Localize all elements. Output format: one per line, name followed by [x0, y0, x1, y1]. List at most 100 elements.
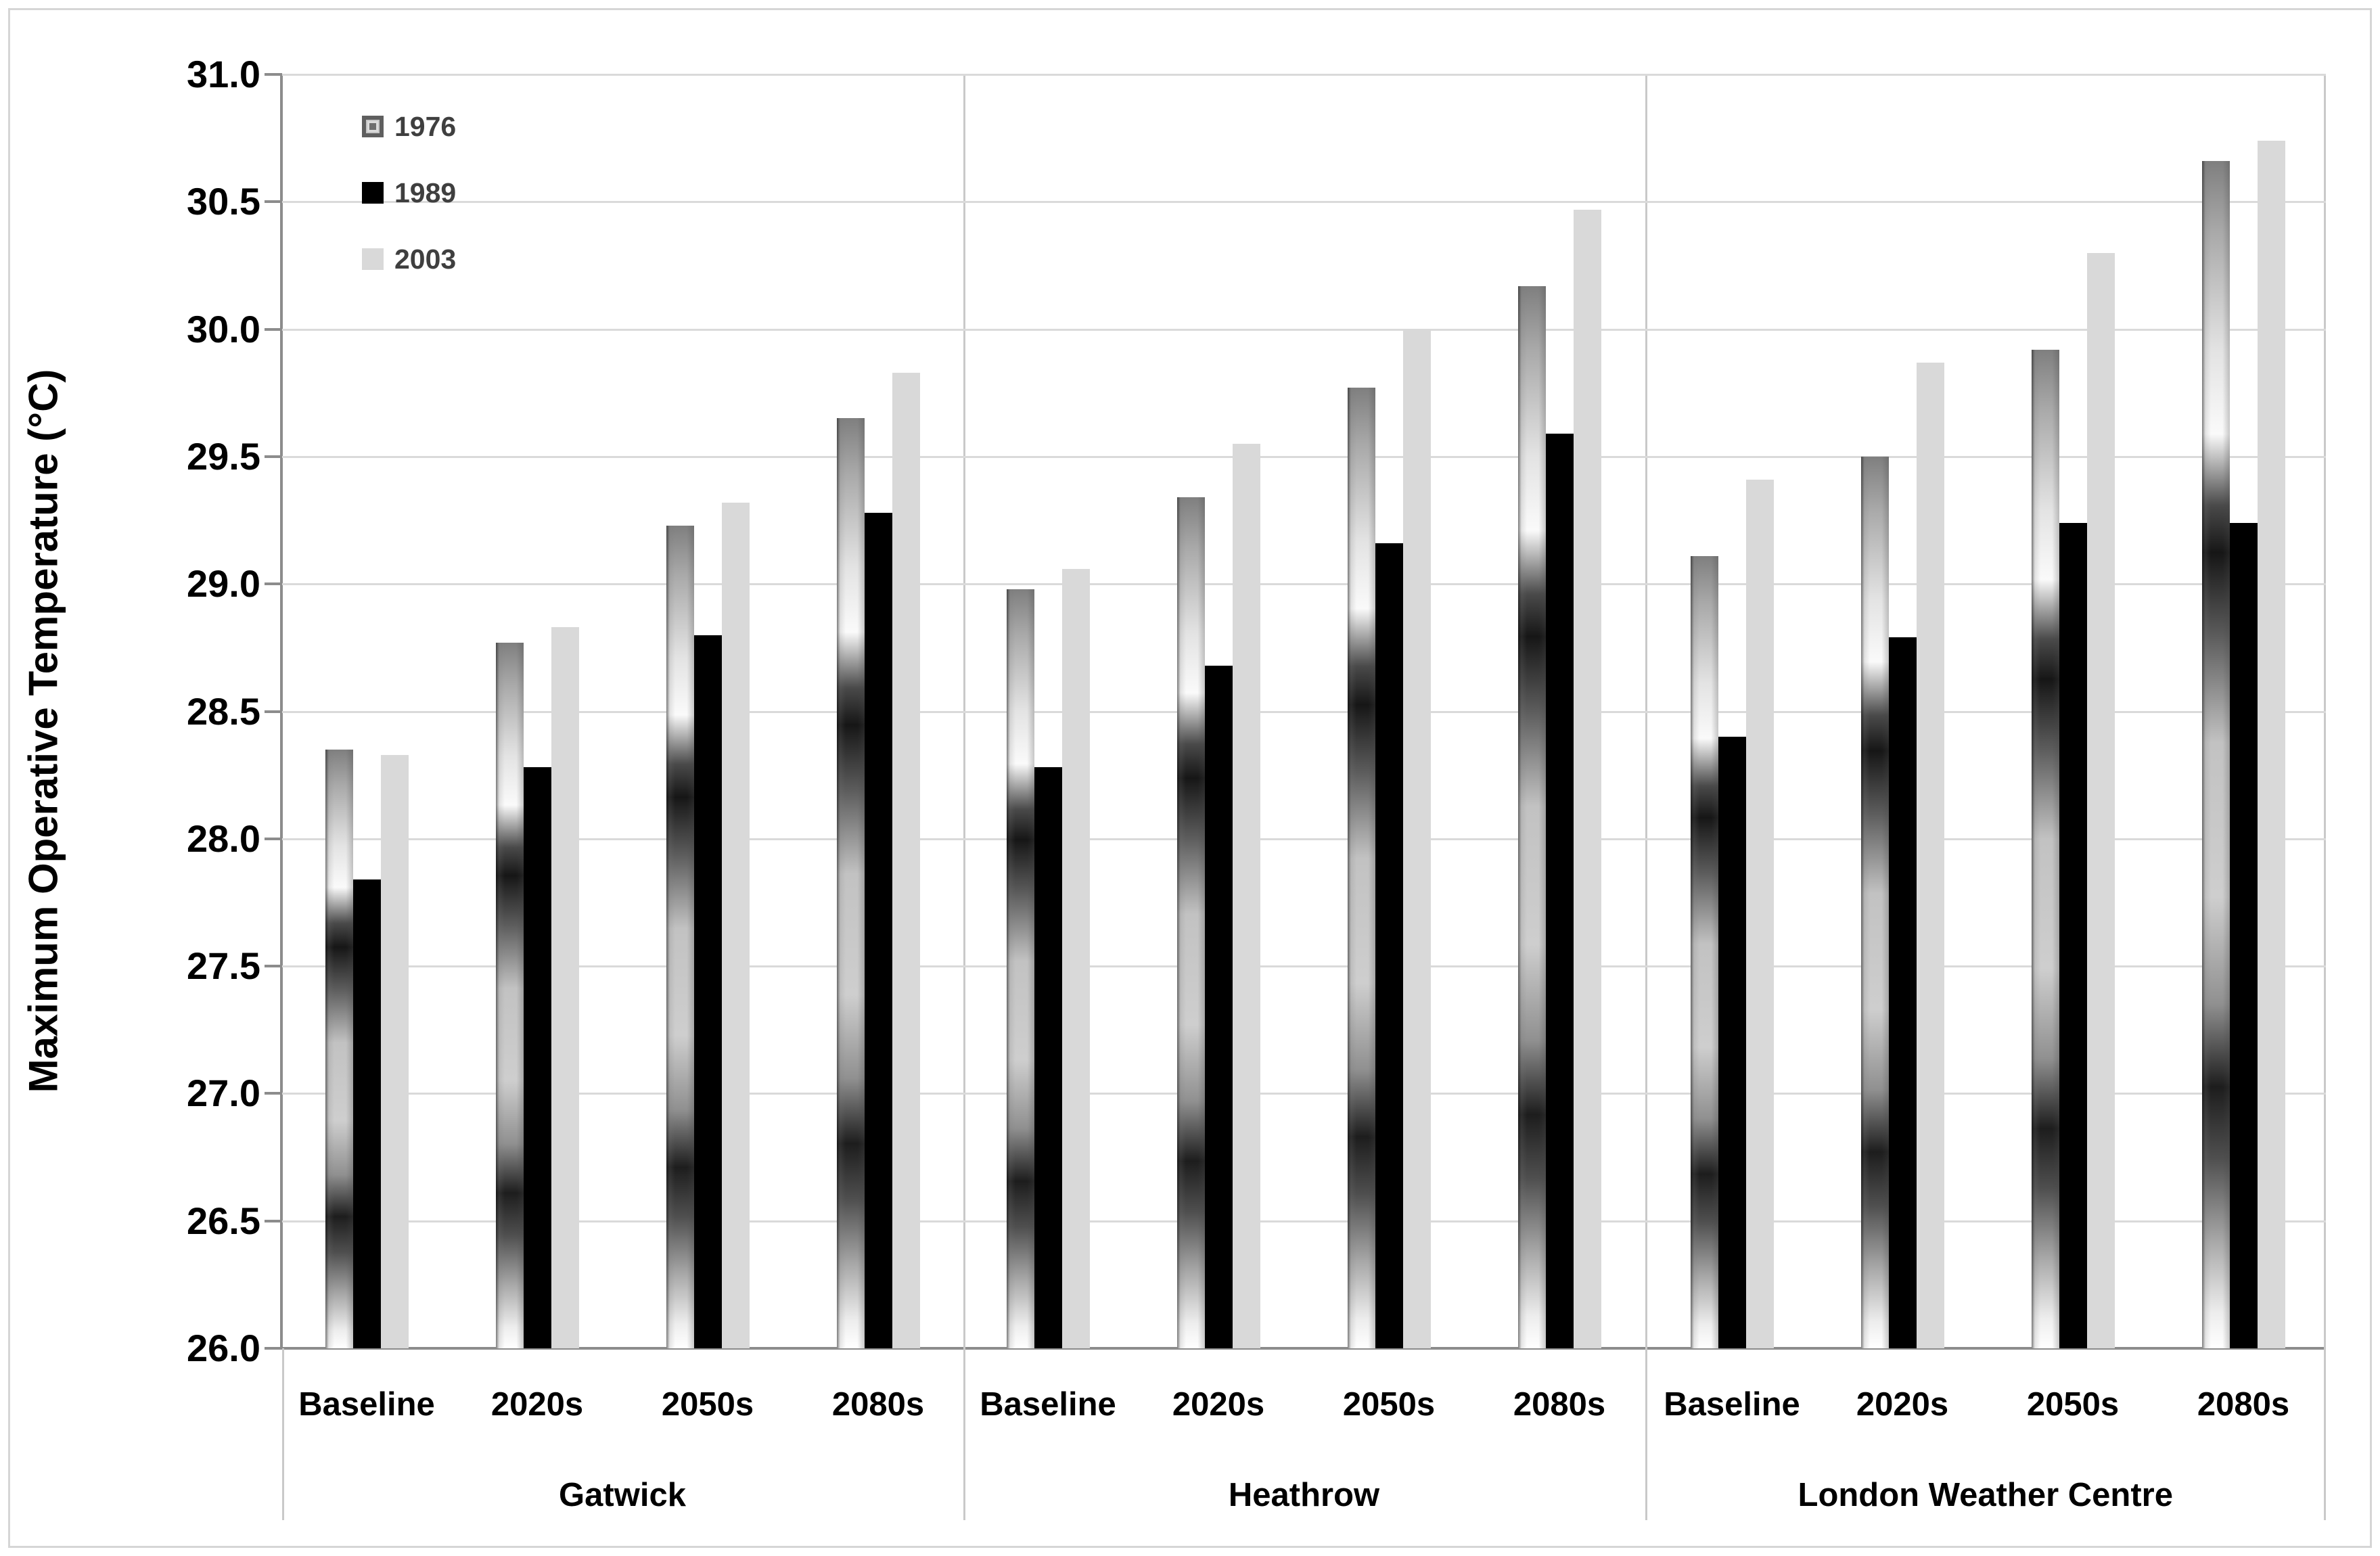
bar-heathrow-2020s-1976: [1176, 497, 1205, 1348]
y-axis-tick: [265, 200, 282, 204]
plot-area: 1976 1989 2003: [282, 74, 2326, 1348]
x-axis-category-label: 2050s: [661, 1386, 754, 1423]
legend-swatch-2003-icon: [362, 248, 384, 270]
y-axis-tick: [265, 710, 282, 713]
y-axis-tick-label: 27.5: [187, 944, 260, 988]
x-axis-group-label: Heathrow: [1228, 1477, 1380, 1513]
bar-london-weather-centre-2020s-1976: [1860, 456, 1889, 1348]
label-area-divider: [2324, 1348, 2326, 1520]
bar-gatwick-2080s-2003: [892, 372, 920, 1348]
y-axis-tick: [265, 582, 282, 586]
legend: 1976 1989 2003: [362, 93, 456, 292]
x-axis-category-label: 2080s: [1513, 1386, 1606, 1423]
bar-heathrow-2050s-1976: [1347, 388, 1375, 1348]
bar-heathrow-2020s-1989: [1204, 665, 1233, 1348]
gridline: [282, 201, 2326, 204]
gridline: [282, 965, 2326, 968]
bar-heathrow-2080s-2003: [1573, 209, 1601, 1348]
label-area-divider: [282, 1348, 284, 1520]
bar-gatwick-2050s-1989: [693, 635, 722, 1348]
y-axis-tick: [265, 1219, 282, 1222]
x-axis-category-label: 2080s: [831, 1386, 925, 1423]
y-axis-tick-label: 28.0: [187, 817, 260, 860]
y-axis-tick-label: 29.0: [187, 562, 260, 605]
x-axis-category-label: Baseline: [1664, 1386, 1800, 1423]
bar-london-weather-centre-2050s-1989: [2059, 522, 2087, 1348]
bar-heathrow-baseline-1976: [1006, 589, 1034, 1348]
y-axis-tick-label: 26.0: [187, 1327, 260, 1369]
bar-london-weather-centre-baseline-1989: [1718, 737, 1746, 1348]
bar-heathrow-2080s-1976: [1517, 285, 1546, 1348]
x-axis-category-label: Baseline: [980, 1386, 1116, 1423]
bar-gatwick-baseline-2003: [380, 754, 409, 1348]
y-axis-title: Maximum Operative Temperature (°C): [20, 369, 66, 1093]
y-axis-tick: [265, 455, 282, 458]
gridline: [282, 838, 2326, 840]
gridline: [282, 455, 2326, 458]
label-area-divider: [1645, 1348, 1647, 1520]
bar-heathrow-2050s-1989: [1375, 543, 1403, 1348]
legend-label: 2003: [394, 243, 457, 275]
x-axis-category-label: 2080s: [2197, 1386, 2290, 1423]
legend-item-1989: 1989: [362, 160, 456, 226]
bar-gatwick-2050s-1976: [666, 525, 694, 1348]
legend-item-2003: 2003: [362, 226, 456, 292]
bar-london-weather-centre-2050s-1976: [2031, 349, 2059, 1348]
bar-gatwick-2020s-2003: [551, 627, 579, 1348]
y-axis-tick-label: 26.5: [187, 1199, 260, 1242]
bar-london-weather-centre-2080s-1989: [2229, 522, 2258, 1348]
x-axis-category-label: Baseline: [298, 1386, 435, 1423]
bar-london-weather-centre-2080s-1976: [2201, 161, 2230, 1348]
y-axis-tick-label: 30.0: [187, 307, 260, 350]
legend-label: 1989: [394, 177, 457, 208]
gridline: [282, 1220, 2326, 1222]
bar-heathrow-2080s-1989: [1545, 434, 1574, 1348]
y-axis-tick: [265, 965, 282, 968]
gridline: [282, 710, 2326, 713]
x-axis-line: [282, 1347, 2326, 1350]
bar-gatwick-2020s-1976: [495, 642, 524, 1348]
y-axis-tick-label: 30.5: [187, 180, 260, 223]
y-axis-tick-label: 29.5: [187, 434, 260, 478]
bar-gatwick-2020s-1989: [523, 767, 551, 1348]
bar-london-weather-centre-2080s-2003: [2257, 140, 2285, 1348]
y-axis-tick-label: 31.0: [187, 53, 260, 95]
y-axis-tick: [265, 1092, 282, 1095]
y-axis-tick-label: 28.5: [187, 689, 260, 733]
bar-london-weather-centre-2020s-2003: [1916, 362, 1944, 1348]
legend-label: 1976: [394, 110, 457, 142]
legend-swatch-1976-icon: [362, 116, 384, 137]
bar-london-weather-centre-2020s-1989: [1888, 637, 1917, 1348]
bar-heathrow-2020s-2003: [1232, 444, 1260, 1348]
x-axis-group-label: Gatwick: [559, 1477, 686, 1513]
gridline: [282, 328, 2326, 331]
x-axis-category-label: 2050s: [1342, 1386, 1436, 1423]
bar-london-weather-centre-2050s-2003: [2086, 252, 2115, 1348]
x-axis-category-label: 2020s: [490, 1386, 584, 1423]
gridline: [282, 1093, 2326, 1095]
x-axis-category-label: 2020s: [1856, 1386, 1949, 1423]
x-axis-category-label: 2020s: [1172, 1386, 1265, 1423]
bar-heathrow-2050s-2003: [1402, 329, 1431, 1348]
label-area-divider: [963, 1348, 965, 1520]
bar-gatwick-baseline-1976: [325, 750, 353, 1348]
bar-gatwick-2080s-1976: [836, 418, 865, 1348]
x-axis-category-label: 2050s: [2026, 1386, 2120, 1423]
y-axis-tick: [265, 327, 282, 331]
bar-gatwick-baseline-1989: [352, 879, 381, 1348]
y-axis-tick: [265, 837, 282, 840]
y-axis-tick: [265, 73, 282, 76]
bar-gatwick-2080s-1989: [864, 512, 892, 1348]
gridline: [282, 583, 2326, 586]
y-axis-tick: [265, 1347, 282, 1350]
legend-item-1976: 1976: [362, 93, 456, 160]
bar-gatwick-2050s-2003: [721, 502, 750, 1348]
bar-heathrow-baseline-1989: [1034, 767, 1062, 1348]
bar-heathrow-baseline-2003: [1061, 568, 1090, 1348]
bar-london-weather-centre-baseline-1976: [1690, 555, 1718, 1348]
y-axis-tick-label: 27.0: [187, 1072, 260, 1115]
bar-london-weather-centre-baseline-2003: [1745, 479, 1774, 1348]
x-axis-group-label: London Weather Centre: [1798, 1477, 2173, 1513]
legend-swatch-1989-icon: [362, 182, 384, 204]
gridline: [282, 74, 2326, 76]
